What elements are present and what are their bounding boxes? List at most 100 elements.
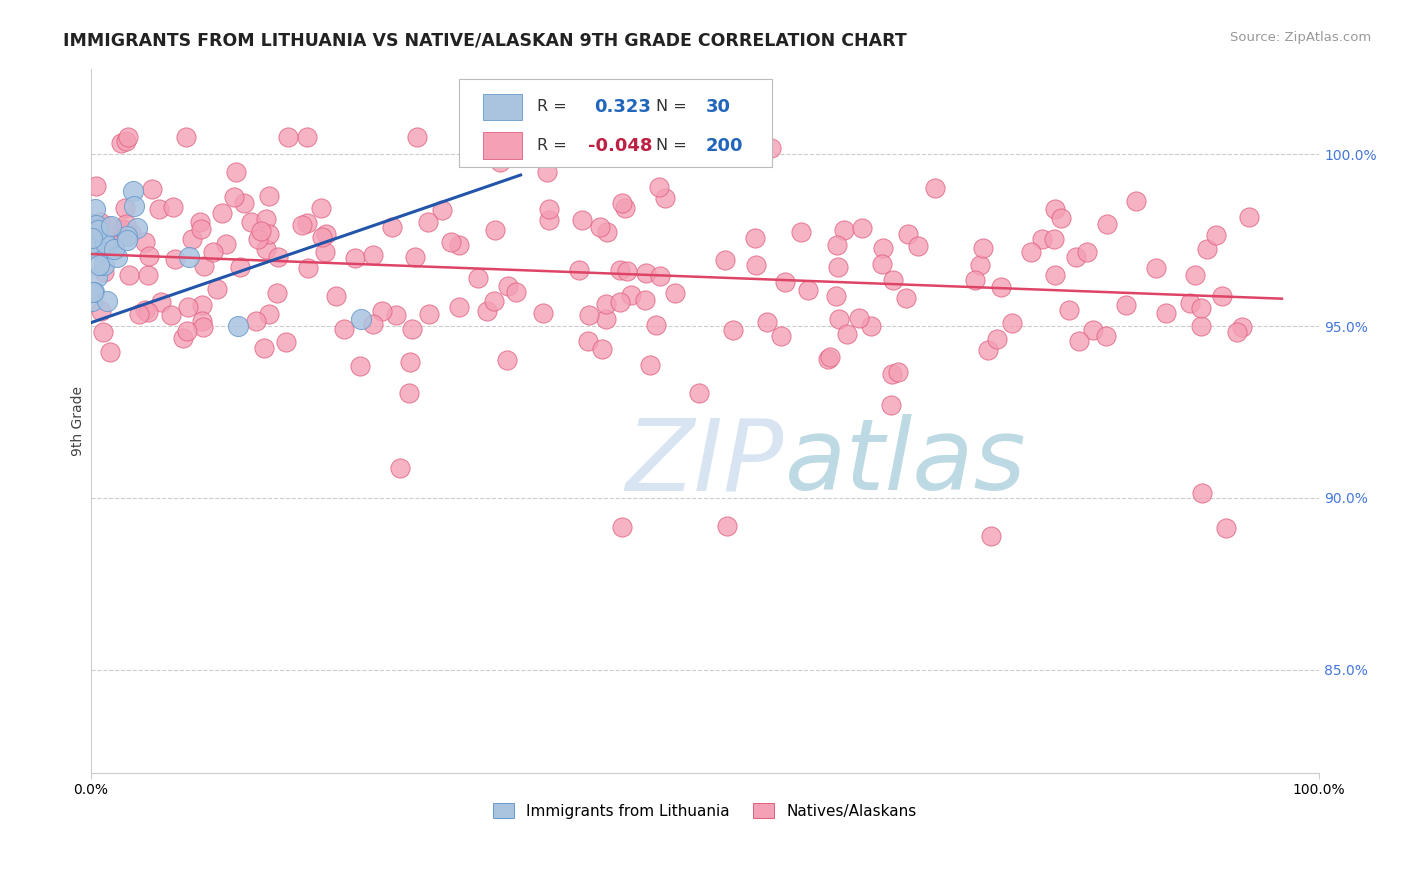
Point (882, 367, 904, 381)
Point (122, 184, 145, 198)
Point (1211, 289, 1233, 303)
Point (404, 250, 426, 264)
Point (266, 285, 288, 300)
Point (291, 219, 314, 233)
Legend: Immigrants from Lithuania, Natives/Alaskans: Immigrants from Lithuania, Natives/Alask… (486, 797, 922, 825)
Point (215, 236, 238, 251)
Text: IMMIGRANTS FROM LITHUANIA VS NATIVE/ALASKAN 9TH GRADE CORRELATION CHART: IMMIGRANTS FROM LITHUANIA VS NATIVE/ALAS… (63, 31, 907, 49)
Point (314, 244, 336, 259)
Point (745, 258, 768, 272)
Text: -0.048: -0.048 (588, 136, 652, 155)
Point (94, 236, 117, 251)
Point (117, 130, 139, 145)
Point (990, 279, 1012, 293)
Point (138, 249, 160, 263)
Point (190, 298, 212, 312)
Point (89, 215, 111, 229)
Point (233, 196, 256, 211)
Point (1050, 211, 1073, 226)
Point (418, 215, 440, 229)
Point (115, 229, 138, 244)
Point (120, 227, 142, 241)
Point (832, 223, 855, 237)
Point (297, 261, 319, 276)
Point (495, 353, 517, 368)
Point (226, 319, 249, 334)
Point (311, 202, 333, 216)
Point (488, 155, 510, 169)
Point (537, 202, 560, 216)
Point (595, 312, 617, 326)
Point (295, 216, 318, 230)
Point (125, 220, 148, 235)
Point (609, 263, 631, 277)
Point (1043, 202, 1066, 216)
Point (870, 257, 893, 271)
Point (872, 241, 894, 255)
Point (536, 165, 558, 179)
Point (825, 237, 848, 252)
Point (371, 304, 394, 318)
Text: 0.323: 0.323 (595, 98, 651, 116)
Point (1189, 301, 1212, 315)
Point (703, 142, 725, 156)
Point (744, 230, 766, 244)
Y-axis label: 9th Grade: 9th Grade (72, 385, 86, 456)
Point (1059, 303, 1081, 318)
FancyBboxPatch shape (482, 132, 522, 159)
Point (333, 322, 356, 336)
Point (93, 258, 115, 272)
Point (160, 308, 183, 322)
Text: N =: N = (655, 138, 692, 153)
Point (253, 342, 276, 356)
Point (1226, 326, 1249, 340)
Text: R =: R = (537, 99, 571, 114)
Point (177, 251, 200, 265)
Text: atlas: atlas (785, 415, 1026, 511)
Point (225, 165, 247, 179)
Point (769, 329, 792, 343)
Point (612, 520, 634, 534)
Point (1043, 232, 1066, 246)
Point (229, 260, 252, 274)
Point (349, 359, 371, 374)
Point (80, 217, 103, 231)
Point (148, 202, 170, 216)
Point (482, 293, 505, 308)
Text: 200: 200 (706, 136, 744, 155)
Point (496, 279, 519, 293)
Point (115, 233, 138, 247)
Point (97, 240, 120, 254)
Point (87, 223, 110, 237)
Point (325, 288, 347, 302)
Point (1156, 306, 1178, 320)
Point (851, 220, 873, 235)
Point (361, 247, 384, 261)
Point (505, 285, 527, 300)
FancyBboxPatch shape (482, 94, 522, 120)
Point (165, 252, 187, 267)
Point (714, 252, 737, 267)
Point (174, 130, 197, 145)
Point (759, 141, 782, 155)
Point (721, 323, 744, 337)
Point (110, 136, 132, 150)
Point (1189, 319, 1212, 334)
Point (756, 315, 779, 329)
Point (817, 351, 839, 366)
Point (107, 230, 129, 244)
Point (103, 238, 125, 252)
Point (87, 240, 110, 254)
Point (610, 196, 633, 211)
Point (1095, 217, 1118, 231)
Point (112, 221, 135, 235)
Point (344, 252, 367, 266)
Point (1083, 323, 1105, 337)
Point (254, 242, 277, 256)
Point (638, 358, 661, 372)
Point (100, 219, 122, 233)
Point (193, 320, 215, 334)
Point (295, 130, 318, 145)
Point (848, 310, 870, 325)
Point (80, 293, 103, 308)
